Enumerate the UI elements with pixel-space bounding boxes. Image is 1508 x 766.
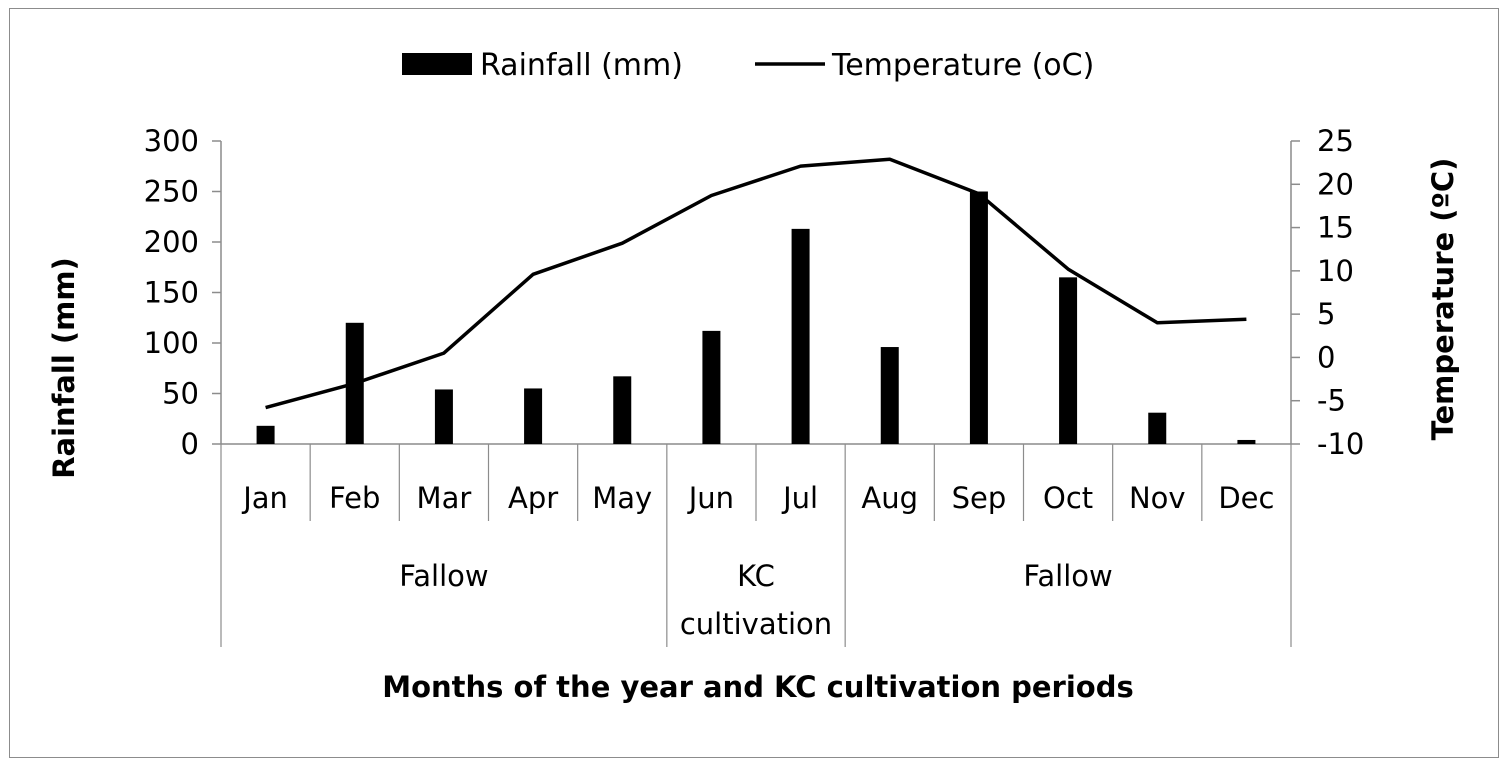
right-tick-label: 15 [1317,211,1354,245]
left-axis-title: Rainfall (mm) [47,257,81,479]
right-tick-label: 10 [1317,254,1354,288]
legend: Rainfall (mm) Temperature (oC) [402,48,1094,83]
right-tick-label: 0 [1317,340,1335,374]
rainfall-bar [791,228,810,444]
month-label: Apr [508,481,558,515]
month-label: Jul [781,481,818,515]
rainfall-bar [702,330,721,444]
month-label: Nov [1129,481,1186,515]
rainfall-bar [434,389,453,444]
left-tick-label: 50 [162,377,199,411]
category-labels: Jan Feb Mar Apr May Jun Jul Aug Sep Oct Nov Dec Fall… [241,481,1274,641]
month-label: Sep [952,481,1007,515]
right-tick-label: -5 [1317,384,1346,418]
right-tick-label: -10 [1317,427,1364,461]
month-label: Jan [241,481,288,515]
rainfall-bar [1059,277,1078,444]
temperature-series-line [265,157,1247,410]
right-tick-label: 25 [1317,124,1354,158]
group-label: Fallow [1023,559,1112,593]
month-label: Jun [687,481,734,515]
month-label: May [592,481,652,515]
right-tick-label: 5 [1317,297,1335,331]
group-label: KC [737,559,775,593]
rainfall-bar [1148,412,1167,444]
axes: 0 50 100 150 200 250 300 -10 -5 0 5 10 15 20 25 [144,124,1364,647]
rainfall-bar [1237,439,1256,444]
rainfall-bar [880,347,899,444]
rainfall-bar [524,388,543,444]
left-tick-label: 0 [181,427,199,461]
month-label: Feb [329,481,380,515]
group-label: Fallow [399,559,488,593]
x-axis-title: Months of the year and KC cultivation pe… [382,670,1134,704]
month-label: Oct [1043,481,1093,515]
legend-bar-swatch [402,53,472,75]
rainfall-bars [256,191,1256,444]
left-tick-label: 250 [144,175,199,209]
left-tick-label: 100 [144,326,199,360]
rainfall-bar [969,191,988,444]
month-label: Aug [861,481,918,515]
right-tick-label: 20 [1317,167,1354,201]
chart-frame: Rainfall (mm) Temperature (oC) Rainfall … [9,8,1499,758]
left-tick-label: 150 [144,276,199,310]
left-tick-label: 300 [144,124,199,158]
left-tick-label: 200 [144,225,199,259]
rainfall-bar [613,376,632,444]
temperature-line [265,157,1247,410]
group-label-line2: cultivation [680,607,832,641]
month-label: Dec [1218,481,1274,515]
combo-chart: Rainfall (mm) Temperature (oC) Rainfall … [47,48,1460,704]
right-axis-title: Temperature (ºC) [1426,158,1460,441]
legend-rainfall-label: Rainfall (mm) [480,48,683,83]
rainfall-bar [256,425,275,444]
legend-temperature-label: Temperature (oC) [831,48,1094,83]
month-label: Mar [417,481,472,515]
